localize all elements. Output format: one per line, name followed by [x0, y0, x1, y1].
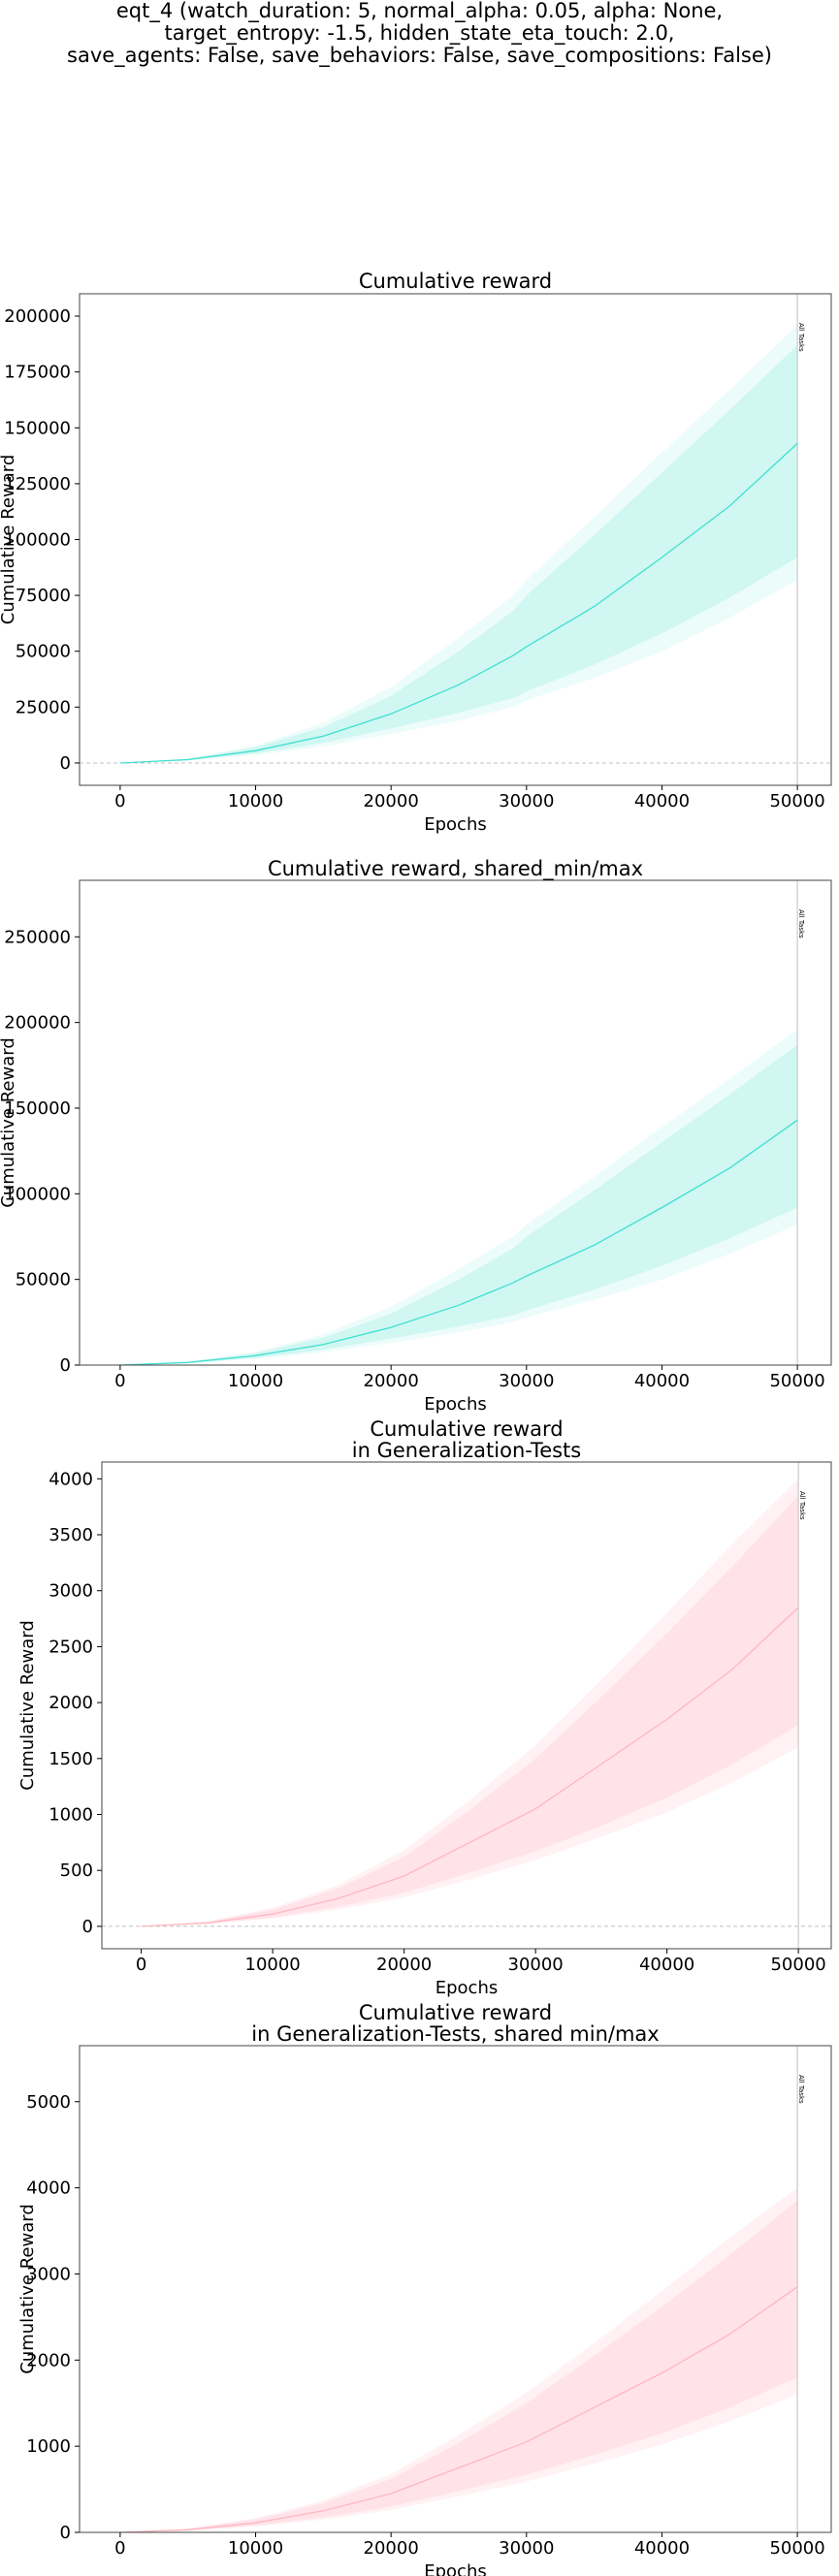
chart-4: All Tasks 0 10000 20000 30000 40000 50000 0 1000…: [17, 2001, 832, 2576]
figure-suptitle: eqt_4 (watch_duration: 5, normal_alpha: …: [0, 0, 839, 67]
chart-title-line: in Generalization-Tests, shared min/max: [251, 2022, 659, 2046]
x-axis-label: Epochs: [424, 1394, 487, 1415]
chart-3: All Tasks 0 10000 20000 30000 40000 50000 0 500 1…: [17, 1417, 832, 1998]
x-tick-label: 10000: [228, 1371, 283, 1391]
x-axis-label: Epochs: [436, 1978, 499, 1998]
chart-title-line: Cumulative reward: [359, 2001, 552, 2024]
x-tick-label: 40000: [634, 2538, 690, 2559]
y-tick-label: 150000: [4, 1098, 71, 1119]
y-axis-label: Cumulative Reward: [17, 1620, 38, 1791]
x-tick-label: 20000: [376, 1955, 432, 1975]
y-tick-label: 5000: [26, 2092, 71, 2113]
y-tick-label: 50000: [16, 1270, 71, 1290]
suptitle-line-1: eqt_4 (watch_duration: 5, normal_alpha: …: [115, 0, 724, 22]
y-axis-label: Cumulative Reward: [17, 2204, 38, 2374]
y-tick-label: 0: [82, 1917, 93, 1937]
x-tick-label: 10000: [228, 791, 283, 811]
y-tick-label: 1500: [48, 1749, 93, 1769]
all-tasks-marker-label: All Tasks: [797, 323, 805, 352]
x-tick-label: 30000: [499, 1371, 554, 1391]
y-tick-label: 200000: [4, 1013, 71, 1034]
all-tasks-marker-label: All Tasks: [798, 1491, 806, 1520]
y-tick-label: 25000: [16, 697, 71, 717]
y-tick-label: 75000: [16, 586, 71, 606]
y-tick-label: 250000: [4, 927, 71, 947]
x-tick-label: 0: [114, 1371, 125, 1391]
chart-1: All Tasks 0 10000 20000 30000 40000 50000 0 2500…: [0, 270, 832, 835]
inner-band: [119, 2200, 798, 2532]
y-tick-label: 500: [60, 1860, 93, 1881]
y-tick-label: 4000: [26, 2178, 71, 2199]
inner-band: [119, 345, 798, 763]
x-axis-label: Epochs: [424, 814, 487, 835]
x-tick-label: 40000: [634, 791, 690, 811]
y-tick-label: 1000: [48, 1805, 93, 1826]
x-tick-label: 30000: [499, 791, 554, 811]
x-tick-label: 50000: [769, 2538, 824, 2559]
axes-frame: [79, 879, 832, 1366]
y-tick-label: 0: [60, 753, 71, 774]
x-tick-label: 0: [114, 2538, 125, 2559]
x-tick-label: 0: [136, 1955, 146, 1975]
y-tick-label: 175000: [4, 363, 71, 383]
y-tick-label: 2000: [48, 1693, 93, 1713]
y-tick-label: 100000: [4, 1184, 71, 1204]
inner-band: [141, 1495, 799, 1926]
x-tick-label: 20000: [364, 791, 419, 811]
chart-title-line: in Generalization-Tests: [352, 1439, 581, 1462]
x-tick-label: 10000: [245, 1955, 301, 1975]
y-tick-label: 3000: [26, 2264, 71, 2284]
x-tick-label: 20000: [364, 1371, 419, 1391]
x-tick-label: 50000: [769, 1371, 824, 1391]
y-tick-label: 2000: [26, 2350, 71, 2370]
y-tick-label: 100000: [4, 530, 71, 551]
y-axis-label: Cumulative Reward: [0, 455, 18, 625]
y-tick-label: 150000: [4, 418, 71, 438]
suptitle-line-2: target_entropy: -1.5, hidden_state_eta_t…: [164, 21, 675, 45]
outer-band: [119, 325, 798, 763]
y-tick-label: 50000: [16, 642, 71, 662]
suptitle-line-3: save_agents: False, save_behaviors: Fals…: [67, 44, 772, 67]
y-tick-label: 0: [60, 2523, 71, 2543]
x-tick-label: 40000: [639, 1955, 694, 1975]
outer-band: [119, 2187, 798, 2532]
y-tick-label: 4000: [48, 1469, 93, 1489]
mean-series-line: [119, 1119, 798, 1366]
y-tick-label: 3000: [48, 1581, 93, 1602]
x-tick-label: 40000: [634, 1371, 690, 1391]
y-axis-label: Cumulative Reward: [0, 1037, 18, 1208]
x-tick-label: 30000: [499, 2538, 554, 2559]
y-tick-label: 3500: [48, 1525, 93, 1545]
outer-band: [119, 1029, 798, 1365]
x-tick-label: 10000: [228, 2538, 283, 2559]
inner-band: [119, 1044, 798, 1365]
x-axis-label: Epochs: [424, 2561, 487, 2576]
mean-series-line: [119, 442, 798, 764]
all-tasks-marker-label: All Tasks: [797, 909, 805, 938]
mean-series-line: [141, 1606, 799, 1927]
all-tasks-marker-label: All Tasks: [797, 2075, 805, 2104]
y-tick-label: 1000: [26, 2436, 71, 2457]
y-tick-label: 0: [60, 1355, 71, 1376]
x-tick-label: 50000: [769, 791, 824, 811]
chart-2: All Tasks 0 10000 20000 30000 40000 50000 0 5000…: [0, 857, 832, 1415]
x-tick-label: 20000: [364, 2538, 419, 2559]
x-tick-label: 30000: [508, 1955, 564, 1975]
axes-frame: [101, 1461, 832, 1950]
outer-band: [141, 1479, 799, 1926]
mean-series-line: [119, 2286, 798, 2533]
x-tick-label: 50000: [770, 1955, 825, 1975]
axes-frame: [79, 2045, 832, 2533]
y-tick-label: 2500: [48, 1637, 93, 1657]
y-tick-label: 200000: [4, 306, 71, 327]
chart-title-line: Cumulative reward: [359, 270, 552, 293]
chart-title-line: Cumulative reward: [370, 1417, 563, 1441]
chart-title-line: Cumulative reward, shared_min/max: [268, 857, 643, 881]
x-tick-label: 0: [114, 791, 125, 811]
y-tick-label: 125000: [4, 474, 71, 494]
